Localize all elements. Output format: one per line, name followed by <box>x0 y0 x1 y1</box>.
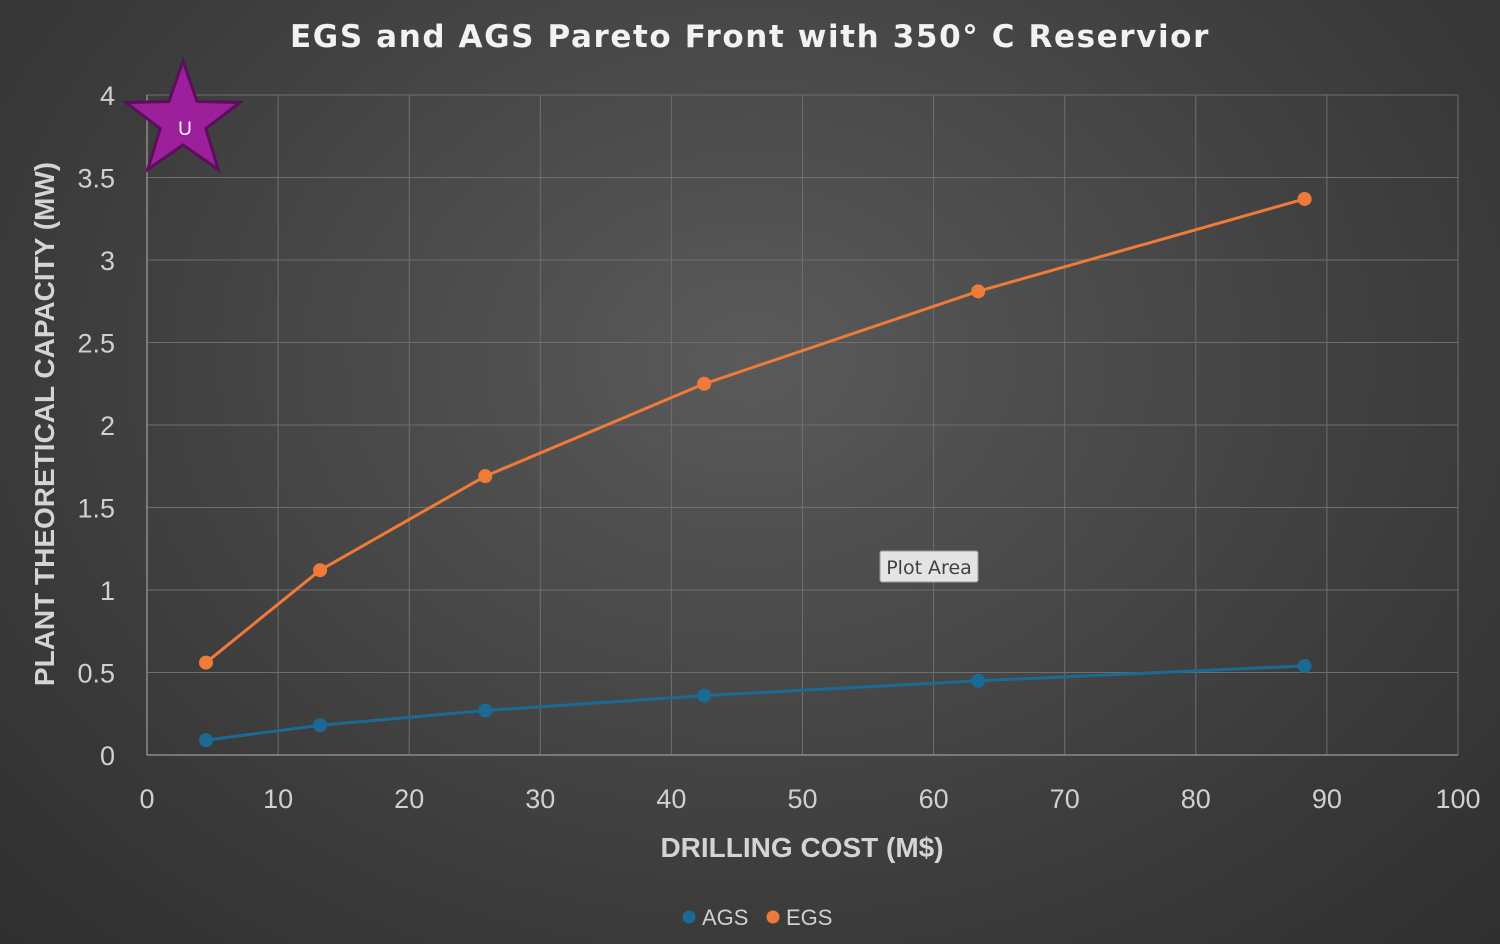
y-axis-title: PLANT THEORETICAL CAPACITY (MW) <box>29 162 60 686</box>
egs-point <box>198 655 213 670</box>
egs-point <box>313 563 328 578</box>
y-tick-label: 2.5 <box>77 329 115 359</box>
x-tick-label: 90 <box>1312 784 1342 814</box>
y-tick-label: 0.5 <box>77 659 115 689</box>
ags-point <box>478 703 493 718</box>
ags-point <box>198 733 213 748</box>
legend-label-ags: AGS <box>702 905 748 930</box>
x-tick-label: 40 <box>656 784 686 814</box>
chart-title: EGS and AGS Pareto Front with 350° C Res… <box>290 19 1210 55</box>
y-tick-label: 2 <box>100 411 115 441</box>
legend-marker-egs <box>766 910 780 924</box>
y-tick-label: 0 <box>100 741 115 771</box>
star-label: U <box>178 119 192 140</box>
x-axis-title: DRILLING COST (M$) <box>660 832 943 863</box>
ags-point <box>1297 658 1312 673</box>
x-tick-label: 30 <box>525 784 555 814</box>
y-tick-label: 4 <box>100 81 115 111</box>
x-tick-label: 80 <box>1181 784 1211 814</box>
tooltip-box <box>879 550 979 583</box>
egs-point <box>971 284 986 299</box>
y-tick-label: 1.5 <box>77 494 115 524</box>
egs-point <box>478 469 493 484</box>
ags-point <box>697 688 712 703</box>
x-tick-label: 70 <box>1050 784 1080 814</box>
x-tick-label: 60 <box>919 784 949 814</box>
legend[interactable]: AGS EGS <box>682 905 833 930</box>
ags-point <box>971 673 986 688</box>
legend-label-egs: EGS <box>786 905 832 930</box>
grid-layer <box>147 94 1459 755</box>
egs-point <box>1297 191 1312 206</box>
x-tick-label: 10 <box>263 784 293 814</box>
ags-point <box>313 718 328 733</box>
egs-point <box>697 376 712 391</box>
x-tick-label: 50 <box>787 784 817 814</box>
star-icon <box>121 56 245 174</box>
x-tick-label: 0 <box>139 784 154 814</box>
star-badge-icon[interactable]: U <box>121 56 245 174</box>
tick-label-layer: 00.511.522.533.540 10 20 30 40 50 60 70 80 90 100 <box>77 81 1480 814</box>
plot-area-tooltip: Plot Area <box>879 550 979 583</box>
x-tick-label: 100 <box>1435 784 1480 814</box>
y-tick-label: 3.5 <box>77 164 115 194</box>
series-layer <box>198 191 1312 748</box>
y-tick-label: 1 <box>100 576 115 606</box>
axis-layer <box>146 95 1458 756</box>
egs-line <box>204 197 1307 665</box>
y-tick-label: 3 <box>100 246 115 276</box>
x-tick-label: 20 <box>394 784 424 814</box>
legend-marker-ags <box>682 910 696 924</box>
ags-line <box>204 664 1307 742</box>
tooltip-label: Plot Area <box>886 557 972 579</box>
